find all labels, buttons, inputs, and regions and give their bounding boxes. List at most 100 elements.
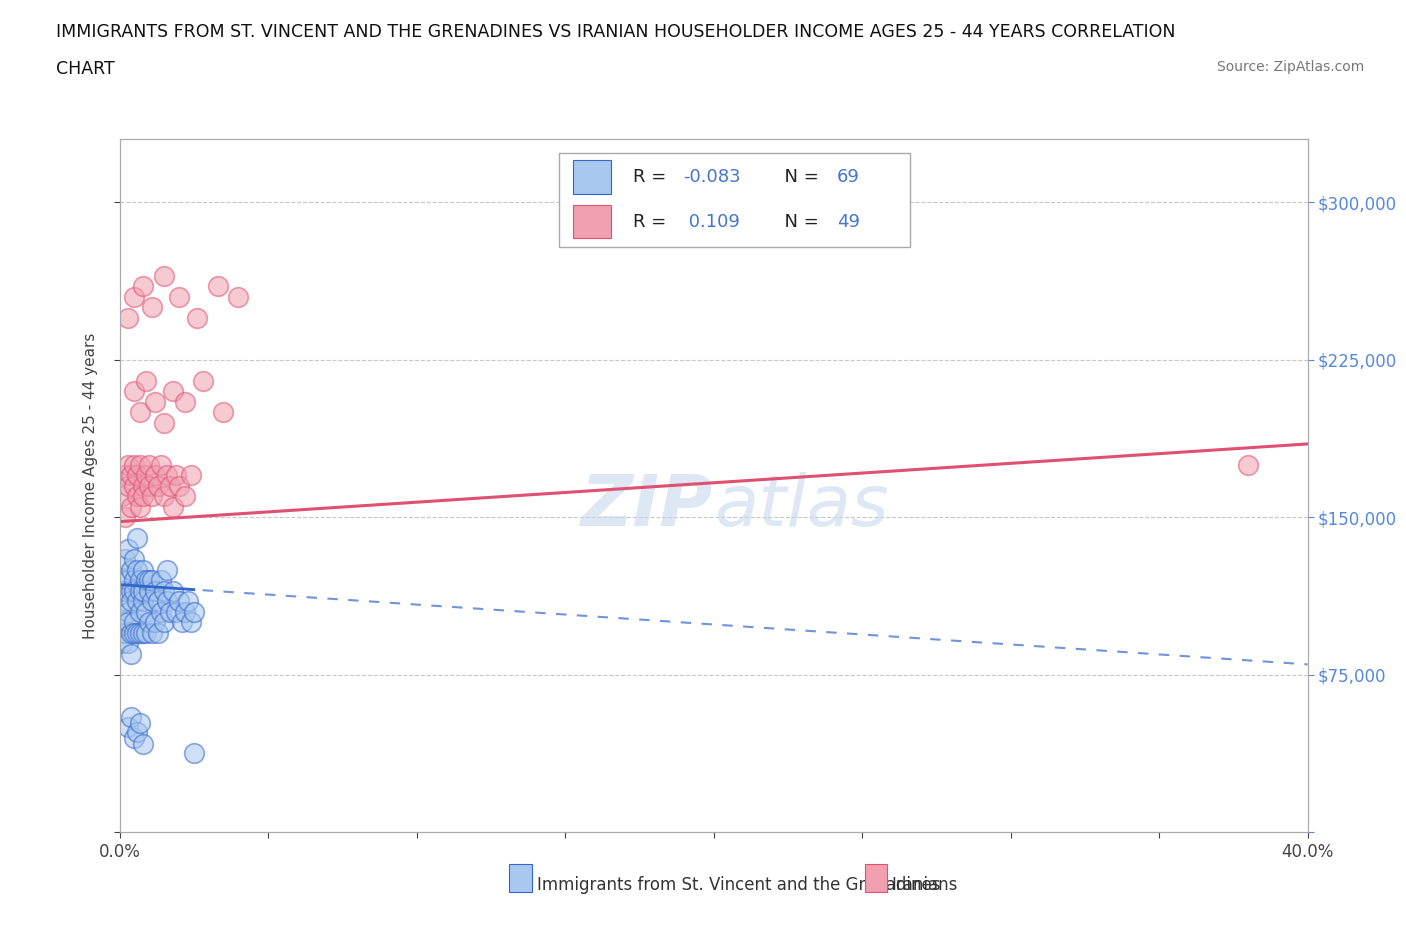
Text: CHART: CHART bbox=[56, 60, 115, 78]
Point bbox=[117, 615, 139, 630]
Point bbox=[153, 583, 176, 598]
Text: atlas: atlas bbox=[713, 472, 889, 541]
FancyBboxPatch shape bbox=[574, 206, 612, 238]
Point bbox=[117, 604, 139, 619]
Point bbox=[162, 499, 184, 514]
Point bbox=[146, 626, 169, 641]
Point bbox=[153, 416, 176, 431]
Point bbox=[141, 626, 163, 641]
Point bbox=[153, 489, 176, 504]
Point bbox=[127, 531, 149, 546]
Point bbox=[173, 604, 195, 619]
Point bbox=[156, 563, 179, 578]
Point bbox=[138, 573, 160, 588]
Point bbox=[138, 479, 160, 494]
Point bbox=[120, 710, 142, 724]
Text: 69: 69 bbox=[837, 168, 860, 186]
Text: Iranians: Iranians bbox=[891, 876, 957, 895]
Point bbox=[132, 479, 155, 494]
Point bbox=[124, 626, 146, 641]
Point bbox=[135, 626, 157, 641]
Point bbox=[177, 594, 200, 609]
Point bbox=[114, 468, 136, 483]
Point bbox=[132, 583, 155, 598]
Point bbox=[127, 626, 149, 641]
Point bbox=[132, 594, 155, 609]
Text: IMMIGRANTS FROM ST. VINCENT AND THE GRENADINES VS IRANIAN HOUSEHOLDER INCOME AGE: IMMIGRANTS FROM ST. VINCENT AND THE GREN… bbox=[56, 23, 1175, 41]
Point bbox=[153, 615, 176, 630]
Point bbox=[173, 489, 195, 504]
Point bbox=[159, 479, 181, 494]
Point bbox=[180, 615, 202, 630]
Point bbox=[138, 458, 160, 472]
Point bbox=[156, 468, 179, 483]
Point bbox=[129, 583, 152, 598]
Point bbox=[114, 552, 136, 567]
Point bbox=[120, 499, 142, 514]
Point bbox=[129, 626, 152, 641]
Text: Source: ZipAtlas.com: Source: ZipAtlas.com bbox=[1216, 60, 1364, 74]
Point bbox=[135, 374, 157, 389]
Point bbox=[150, 573, 173, 588]
Point bbox=[162, 384, 184, 399]
Text: R =: R = bbox=[633, 168, 672, 186]
Point bbox=[135, 604, 157, 619]
Point bbox=[114, 594, 136, 609]
Point bbox=[120, 563, 142, 578]
Point bbox=[124, 573, 146, 588]
Point bbox=[129, 458, 152, 472]
Point bbox=[120, 583, 142, 598]
Point bbox=[207, 279, 229, 294]
Point bbox=[129, 499, 152, 514]
Point bbox=[228, 289, 250, 304]
Point bbox=[129, 573, 152, 588]
Point bbox=[127, 724, 149, 739]
Point bbox=[127, 468, 149, 483]
Point bbox=[165, 604, 187, 619]
Point bbox=[167, 289, 190, 304]
Point bbox=[124, 458, 146, 472]
Text: -0.083: -0.083 bbox=[683, 168, 741, 186]
Point bbox=[117, 479, 139, 494]
Point bbox=[146, 479, 169, 494]
Point bbox=[111, 573, 134, 588]
Point bbox=[120, 646, 142, 661]
Point bbox=[124, 552, 146, 567]
Point bbox=[124, 583, 146, 598]
Point bbox=[114, 626, 136, 641]
Point bbox=[117, 720, 139, 735]
Point bbox=[150, 604, 173, 619]
Text: Immigrants from St. Vincent and the Grenadines: Immigrants from St. Vincent and the Gren… bbox=[537, 876, 941, 895]
FancyBboxPatch shape bbox=[560, 153, 910, 246]
Point bbox=[117, 573, 139, 588]
Point bbox=[159, 604, 181, 619]
Point bbox=[132, 279, 155, 294]
Point bbox=[117, 636, 139, 651]
Point bbox=[135, 468, 157, 483]
Point bbox=[165, 468, 187, 483]
Text: R =: R = bbox=[633, 213, 672, 231]
Point bbox=[186, 311, 208, 325]
Point bbox=[143, 394, 166, 409]
Point bbox=[138, 615, 160, 630]
Point bbox=[124, 479, 146, 494]
Point bbox=[212, 405, 235, 419]
Point bbox=[143, 583, 166, 598]
Point bbox=[141, 300, 163, 315]
Text: N =: N = bbox=[773, 213, 824, 231]
Point bbox=[111, 489, 134, 504]
Text: 49: 49 bbox=[837, 213, 860, 231]
Point bbox=[141, 489, 163, 504]
Point bbox=[150, 458, 173, 472]
Point bbox=[167, 594, 190, 609]
Point bbox=[114, 510, 136, 525]
Point bbox=[117, 311, 139, 325]
Point bbox=[127, 563, 149, 578]
Y-axis label: Householder Income Ages 25 - 44 years: Householder Income Ages 25 - 44 years bbox=[83, 333, 98, 639]
Point bbox=[132, 489, 155, 504]
Point bbox=[183, 604, 205, 619]
FancyBboxPatch shape bbox=[574, 160, 612, 193]
Point bbox=[127, 489, 149, 504]
Point bbox=[132, 737, 155, 751]
Point bbox=[124, 615, 146, 630]
